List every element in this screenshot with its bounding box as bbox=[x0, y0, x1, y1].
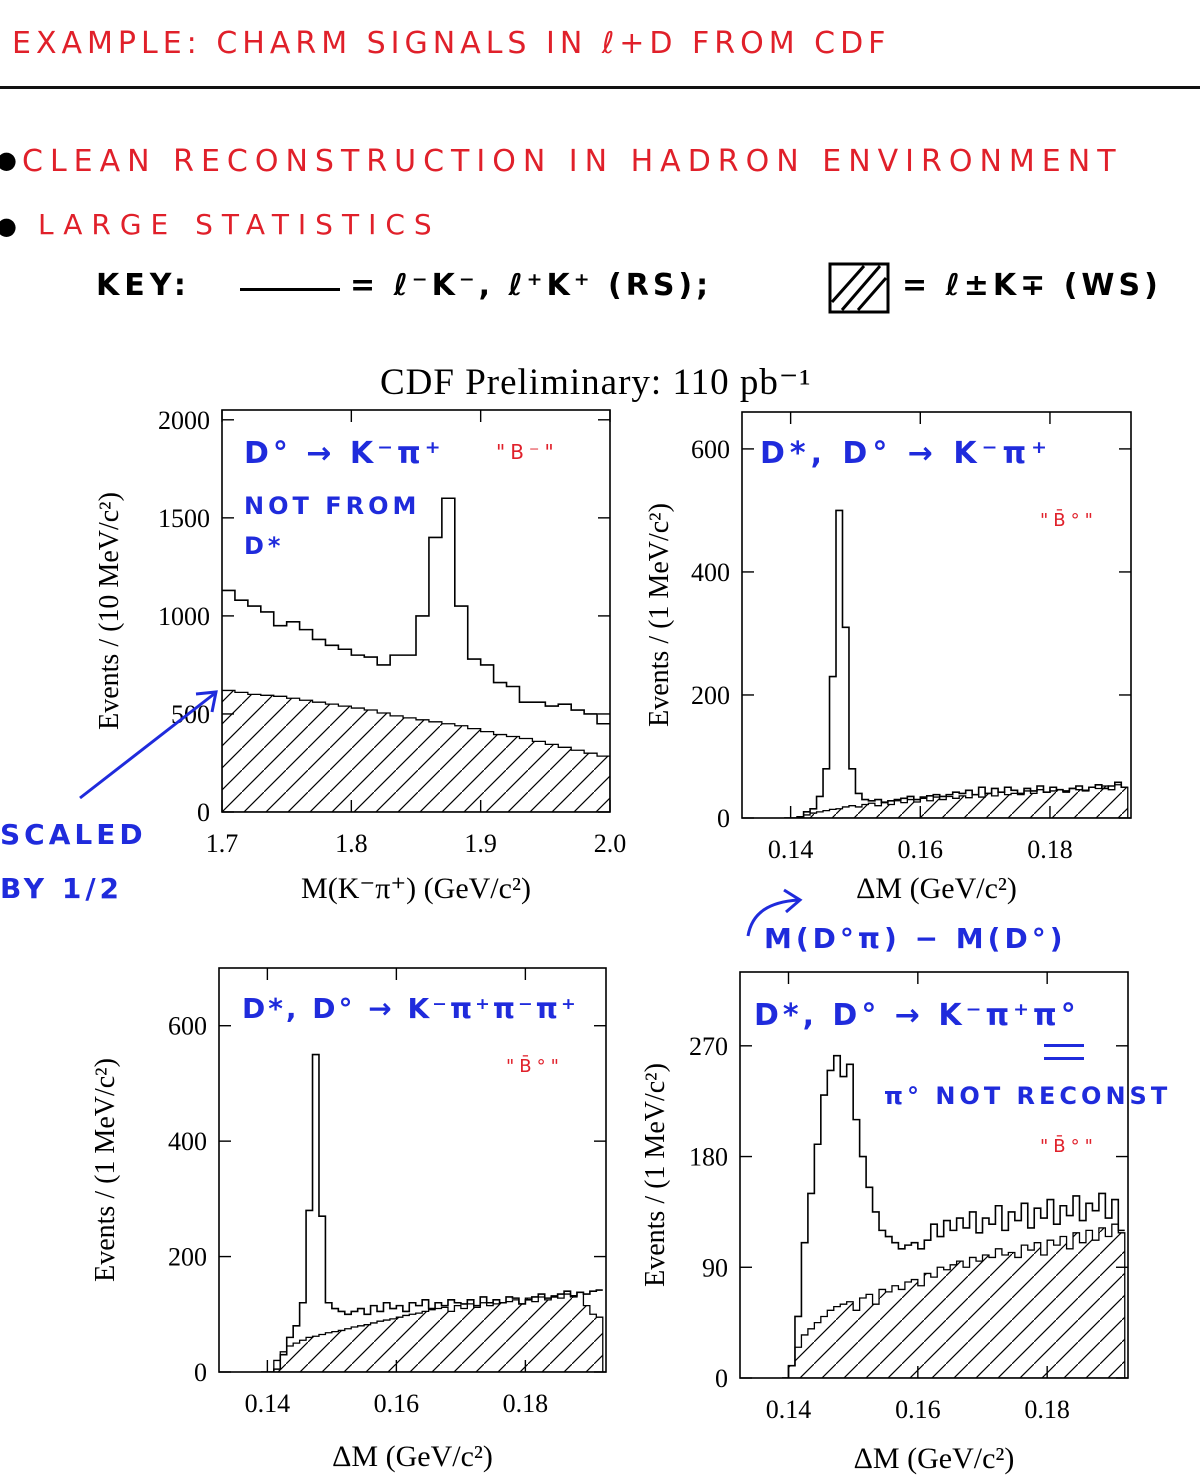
ws-hatched-histogram bbox=[784, 784, 1129, 818]
x-tick-label: 2.0 bbox=[594, 829, 627, 858]
page-title: EXAMPLE: CHARM SIGNALS IN ℓ+D FROM CDF bbox=[12, 26, 891, 61]
x-tick-label: 1.8 bbox=[335, 829, 368, 858]
tag-b-minus: "B⁻" bbox=[496, 440, 559, 464]
panel-label-dstar-kpipi0: D*, D° → K⁻π⁺π° bbox=[754, 998, 1080, 1033]
x-tick-label: 0.18 bbox=[503, 1389, 549, 1418]
header-rule bbox=[0, 86, 1200, 89]
plot-frame bbox=[741, 411, 1132, 819]
x-tick-label: 0.14 bbox=[768, 835, 814, 864]
y-axis-label: Events / (10 MeV/c²) bbox=[94, 492, 125, 730]
bullet-large-statistics: LARGE STATISTICS bbox=[38, 208, 441, 241]
tag-b0bar-3: "B̄°" bbox=[1040, 1136, 1098, 1157]
annotation-by-half: BY 1/2 bbox=[0, 872, 124, 905]
x-tick-label: 1.7 bbox=[206, 829, 239, 858]
rs-solid-histogram bbox=[784, 509, 1128, 818]
key-label: KEY: bbox=[96, 268, 191, 303]
panel-label-dstar-kpi: D*, D° → K⁻π⁺ bbox=[760, 436, 1053, 471]
y-tick-label: 200 bbox=[691, 681, 730, 710]
x-tick-label: 0.16 bbox=[895, 1395, 941, 1424]
y-tick-label: 0 bbox=[197, 798, 210, 827]
x-tick-label: 0.18 bbox=[1027, 835, 1073, 864]
x-axis-label: M(K⁻π⁺) (GeV/c²) bbox=[301, 872, 531, 905]
panel-label-d0-kpi: D° → K⁻π⁺ bbox=[244, 436, 445, 471]
x-tick-label: 0.14 bbox=[245, 1389, 291, 1418]
x-axis-label: ΔM (GeV/c²) bbox=[332, 1440, 493, 1473]
ws-hatched-histogram bbox=[222, 689, 610, 812]
x-tick-label: 1.9 bbox=[464, 829, 497, 858]
y-tick-label: 400 bbox=[691, 558, 730, 587]
tag-b0bar-2: "B̄°" bbox=[506, 1056, 564, 1077]
ws-hatched-histogram bbox=[782, 1223, 1126, 1378]
y-tick-label: 180 bbox=[689, 1143, 728, 1172]
x-tick-label: 0.14 bbox=[766, 1395, 812, 1424]
key-ws-label: = ℓ±K∓ (WS) bbox=[902, 268, 1162, 303]
key-hatch-swatch bbox=[828, 262, 890, 314]
y-tick-label: 0 bbox=[194, 1358, 207, 1387]
y-tick-label: 270 bbox=[689, 1032, 728, 1061]
y-tick-label: 200 bbox=[168, 1243, 207, 1272]
y-tick-label: 600 bbox=[168, 1012, 207, 1041]
plot-frame bbox=[218, 967, 607, 1373]
figure-title: CDF Preliminary: 110 pb⁻¹ bbox=[380, 362, 812, 403]
x-tick-label: 0.16 bbox=[898, 835, 944, 864]
panel-note-not-from-dstar: NOT FROM D* bbox=[244, 492, 421, 560]
underline-pi0 bbox=[1044, 1044, 1084, 1060]
y-tick-label: 500 bbox=[171, 700, 210, 729]
y-axis-label: Events / (1 MeV/c²) bbox=[640, 1063, 671, 1287]
key-solid-line-swatch bbox=[240, 288, 340, 291]
y-tick-label: 2000 bbox=[158, 406, 210, 435]
panel-label-dstar-k3pi: D*, D° → K⁻π⁺π⁻π⁺ bbox=[242, 992, 579, 1025]
plot-area bbox=[784, 509, 1129, 818]
x-axis-label: ΔM (GeV/c²) bbox=[856, 872, 1017, 905]
annotation-dm-definition: M(D°π) − M(D°) bbox=[764, 922, 1067, 955]
key-rs-label: = ℓ⁻K⁻, ℓ⁺K⁺ (RS); bbox=[350, 268, 713, 303]
y-tick-label: 400 bbox=[168, 1127, 207, 1156]
ws-hatched-histogram bbox=[260, 1291, 604, 1372]
y-tick-label: 1500 bbox=[158, 504, 210, 533]
bullet-dot-2: ● bbox=[0, 212, 22, 240]
y-tick-label: 90 bbox=[702, 1253, 728, 1282]
y-tick-label: 1000 bbox=[158, 602, 210, 631]
bullet-dot-1: ● bbox=[0, 146, 22, 174]
x-tick-label: 0.16 bbox=[374, 1389, 420, 1418]
y-tick-label: 600 bbox=[691, 435, 730, 464]
tag-b0bar-1: "B̄°" bbox=[1040, 510, 1098, 531]
x-axis-label: ΔM (GeV/c²) bbox=[854, 1442, 1015, 1475]
plot-area bbox=[260, 1053, 604, 1372]
y-tick-label: 0 bbox=[715, 1364, 728, 1393]
y-axis-label: Events / (1 MeV/c²) bbox=[90, 1058, 121, 1282]
y-tick-label: 0 bbox=[717, 804, 730, 833]
annotation-scaled: SCALED bbox=[0, 818, 147, 851]
rs-solid-histogram bbox=[260, 1053, 603, 1372]
panel-note-pi0-not-reconst: π° NOT RECONST bbox=[884, 1082, 1172, 1110]
y-axis-label: Events / (1 MeV/c²) bbox=[644, 503, 675, 727]
x-tick-label: 0.18 bbox=[1024, 1395, 1070, 1424]
bullet-clean-reconstruction: CLEAN RECONSTRUCTION IN HADRON ENVIRONME… bbox=[22, 144, 1123, 179]
